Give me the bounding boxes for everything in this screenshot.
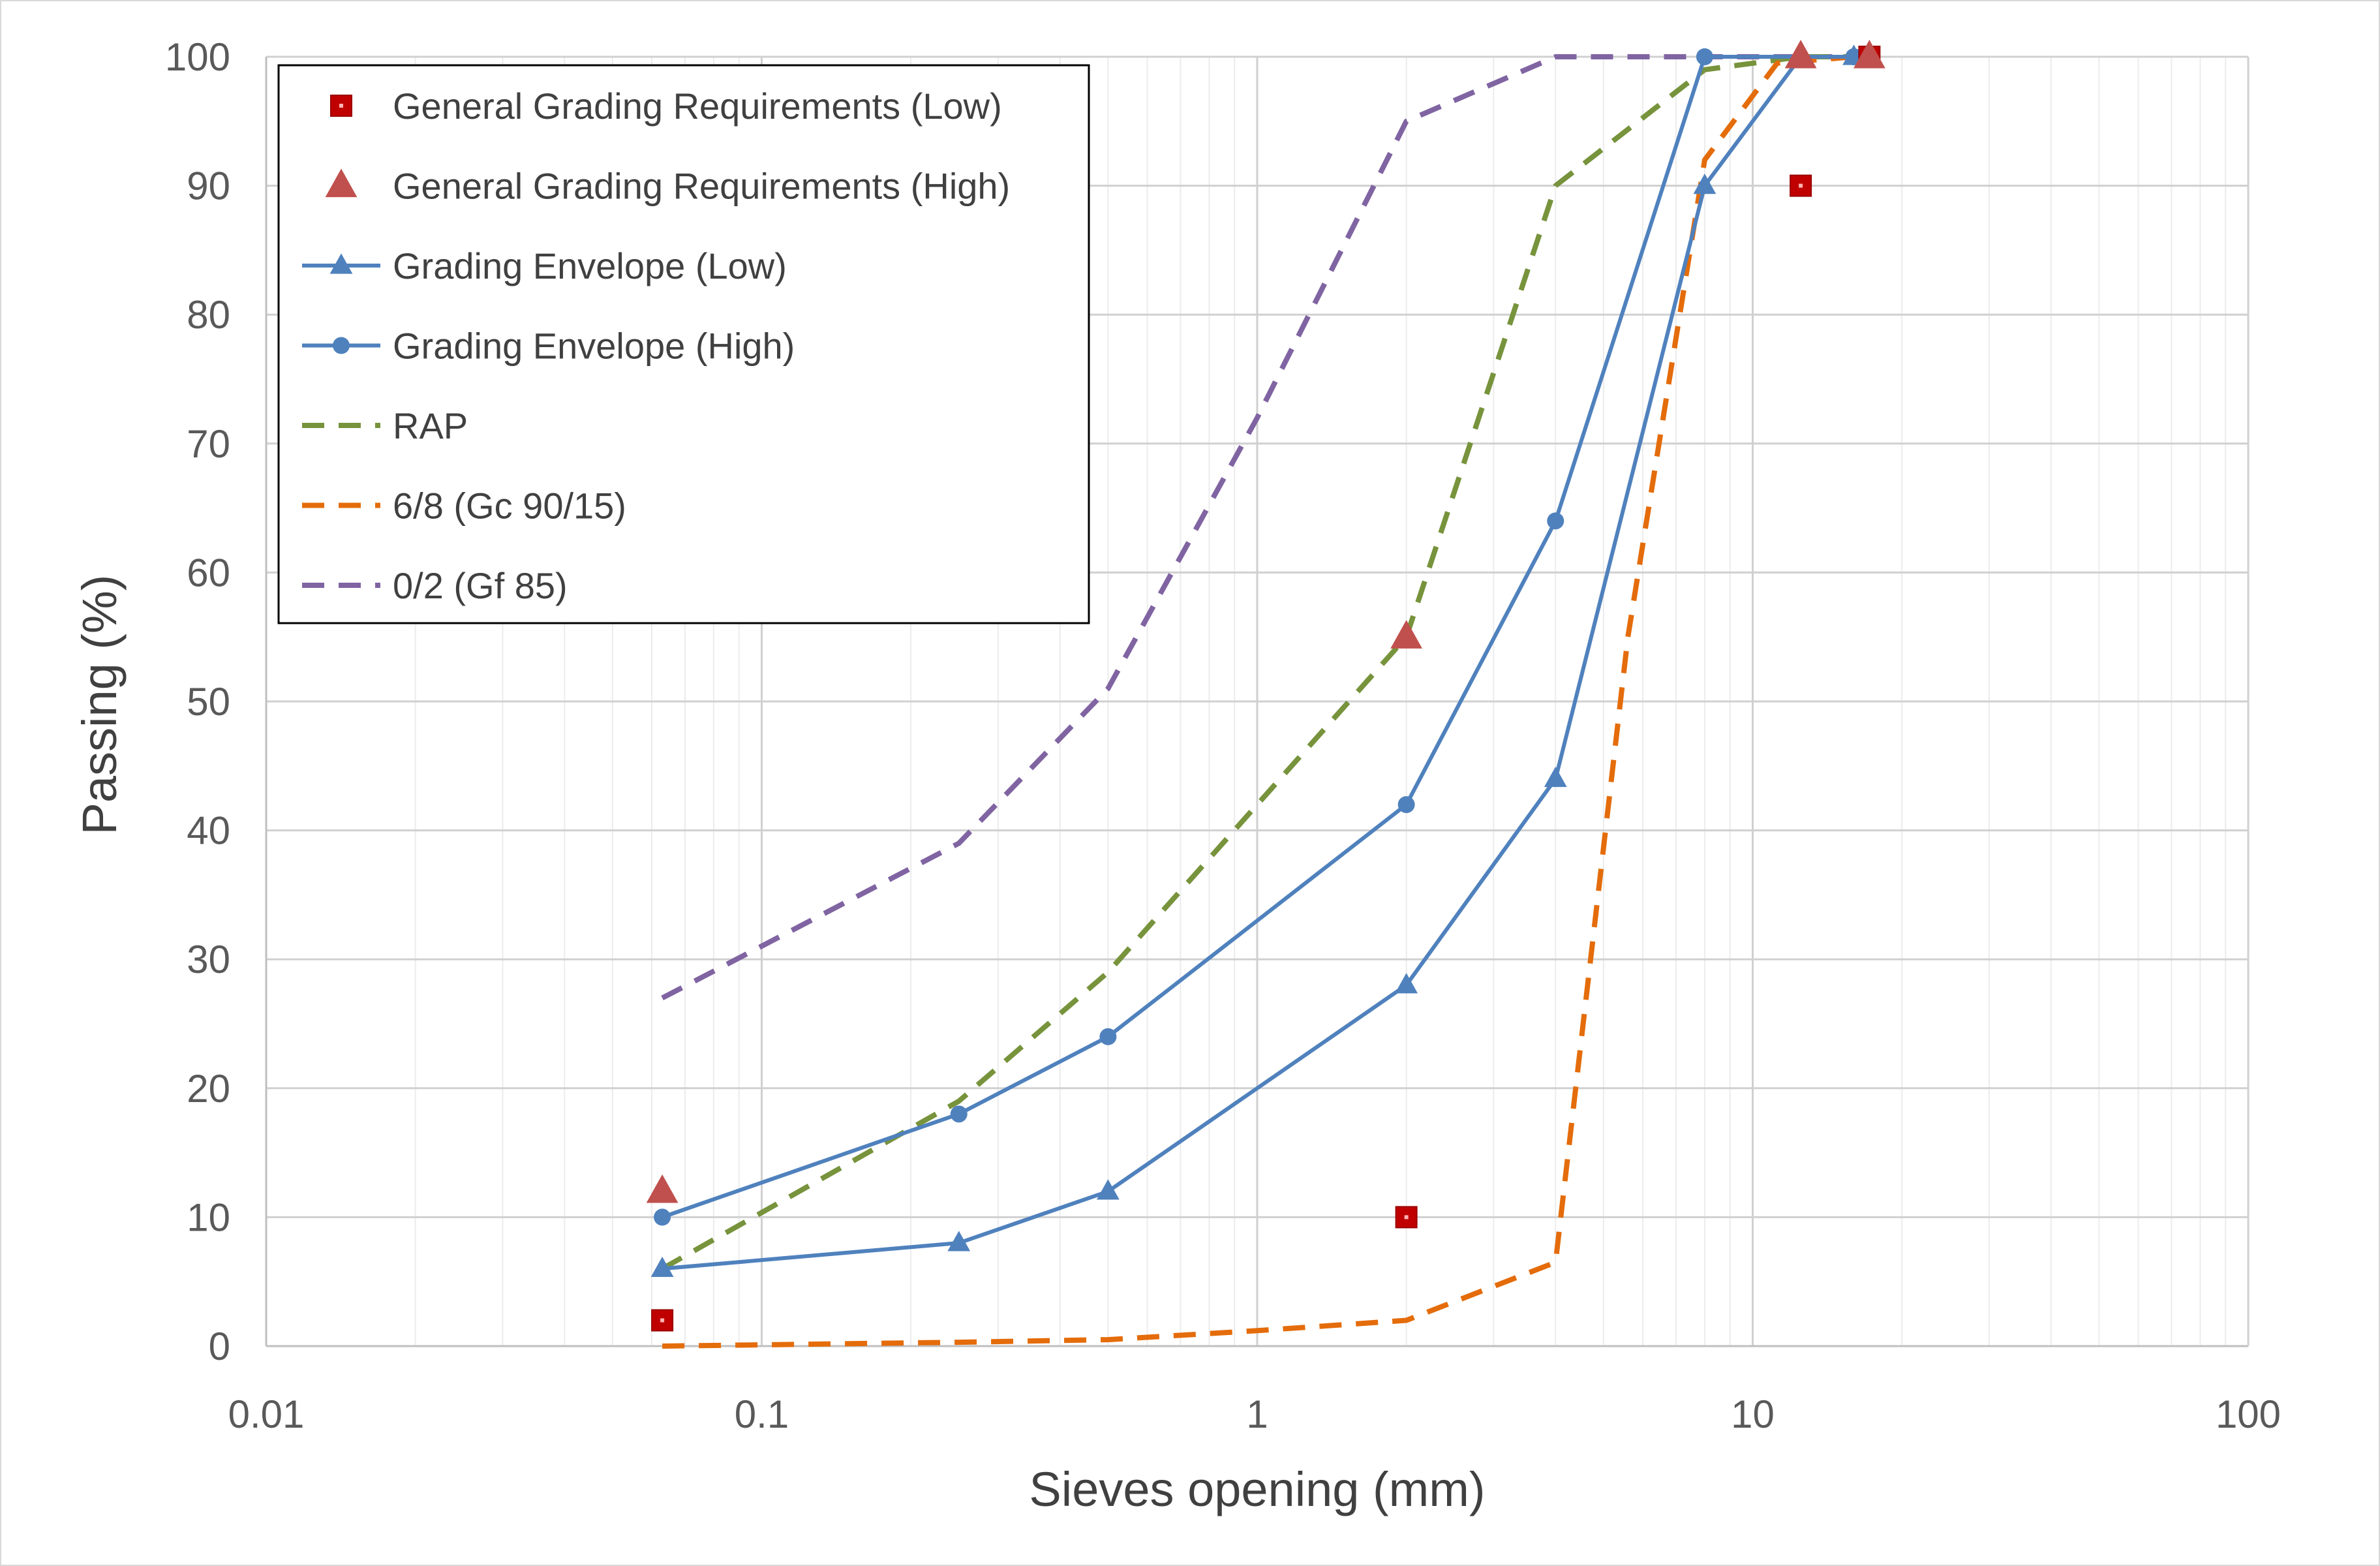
legend-label: Grading Envelope (Low) xyxy=(393,245,787,286)
series-layer xyxy=(646,39,1885,1349)
legend-box xyxy=(277,64,1090,624)
series-6 xyxy=(662,54,1854,1349)
data-point xyxy=(1397,796,1415,814)
data-point xyxy=(1547,512,1564,530)
series-7 xyxy=(661,54,1854,1001)
data-point xyxy=(1784,39,1817,69)
y-tick-label: 0 xyxy=(209,1325,230,1368)
legend-entry-2: General Grading Requirements (High) xyxy=(325,166,1010,207)
legend-entry-4: Grading Envelope (High) xyxy=(302,326,795,367)
y-tick-label: 10 xyxy=(187,1195,230,1239)
x-axis-title: Sieves opening (mm) xyxy=(1029,1462,1485,1516)
y-tick-label: 40 xyxy=(187,809,230,853)
legend-swatch-marker xyxy=(329,253,353,274)
legend-swatch-marker-highlight xyxy=(339,104,343,108)
legend-label: 0/2 (Gf 85) xyxy=(393,565,568,606)
legend-entry-6: 6/8 (Gc 90/15) xyxy=(302,485,626,527)
data-point xyxy=(1395,973,1418,994)
y-tick-label: 100 xyxy=(165,35,230,79)
series-2 xyxy=(646,39,1885,1203)
legend-label: Grading Envelope (High) xyxy=(393,326,795,367)
y-tick-label: 80 xyxy=(187,293,230,337)
series-line xyxy=(662,54,1854,1349)
series-line xyxy=(662,55,1854,1271)
series-5 xyxy=(661,54,1854,1271)
legend-entry-1: General Grading Requirements (Low) xyxy=(330,85,1002,127)
data-point xyxy=(950,1105,968,1123)
y-tick-label: 90 xyxy=(187,164,230,208)
legend-label: General Grading Requirements (High) xyxy=(393,166,1010,207)
legend: General Grading Requirements (Low) Genera… xyxy=(277,64,1090,624)
series-line xyxy=(661,54,1854,1001)
legend-entry-3: Grading Envelope (Low) xyxy=(302,245,787,286)
data-point-highlight xyxy=(1404,1215,1409,1220)
series-4 xyxy=(654,48,1863,1226)
data-point-highlight xyxy=(660,1318,665,1323)
data-point xyxy=(1390,620,1422,649)
legend-label: 6/8 (Gc 90/15) xyxy=(393,485,626,527)
data-point xyxy=(1854,39,1885,69)
legend-swatch-marker xyxy=(333,337,350,354)
legend-swatch-marker xyxy=(325,168,358,198)
x-tick-label: 10 xyxy=(1731,1392,1775,1436)
legend-label: General Grading Requirements (Low) xyxy=(393,85,1002,127)
data-point xyxy=(650,1256,674,1278)
legend-entry-7: 0/2 (Gf 85) xyxy=(302,565,568,606)
data-point xyxy=(1696,48,1713,65)
y-tick-label: 20 xyxy=(187,1067,230,1111)
x-tick-labels: 0.01 0.1 1 10 100 xyxy=(228,1392,2281,1436)
y-axis-title: Passing (%) xyxy=(72,575,127,835)
axes xyxy=(265,57,2250,1347)
legend-entry-5: RAP xyxy=(302,405,468,446)
y-tick-label: 50 xyxy=(187,680,230,724)
data-point xyxy=(654,1208,671,1226)
y-tick-label: 30 xyxy=(187,938,230,981)
data-point xyxy=(1693,174,1716,194)
legend-label: RAP xyxy=(393,405,468,446)
x-tick-label: 0.01 xyxy=(228,1392,305,1436)
data-point xyxy=(1099,1028,1117,1045)
data-point xyxy=(1096,1179,1120,1200)
x-tick-label: 0.1 xyxy=(735,1392,789,1436)
y-tick-label: 70 xyxy=(187,422,230,466)
data-point-highlight xyxy=(1799,183,1803,188)
y-tick-labels: 0 10 20 30 40 50 60 70 80 90 100 xyxy=(165,35,230,1368)
x-tick-label: 1 xyxy=(1246,1392,1268,1436)
data-point xyxy=(646,1174,679,1203)
x-tick-label: 100 xyxy=(2216,1392,2281,1436)
y-tick-label: 60 xyxy=(187,551,230,594)
data-point xyxy=(947,1231,971,1251)
legend-swatch-marker xyxy=(330,95,352,117)
series-line xyxy=(661,54,1854,1271)
data-point xyxy=(1544,766,1567,788)
